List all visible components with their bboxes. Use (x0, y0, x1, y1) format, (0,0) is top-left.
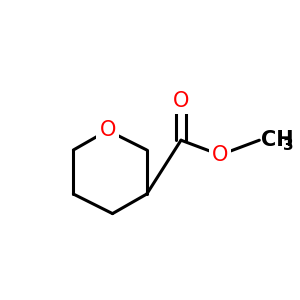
Text: O: O (99, 120, 116, 140)
Text: O: O (212, 145, 228, 165)
Text: CH: CH (261, 130, 294, 150)
Text: 3: 3 (283, 138, 293, 153)
Text: O: O (173, 91, 189, 111)
